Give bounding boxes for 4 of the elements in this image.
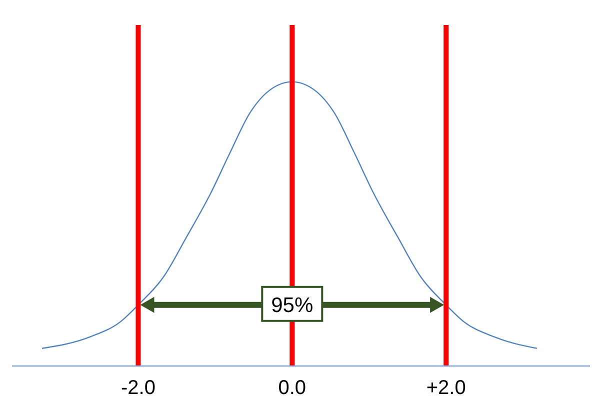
x-tick-label: +2.0 [426,377,466,400]
annotation: 95% [271,294,314,317]
x-tick-label: 0.0 [278,377,306,400]
x-tick-label: -2.0 [120,377,156,400]
